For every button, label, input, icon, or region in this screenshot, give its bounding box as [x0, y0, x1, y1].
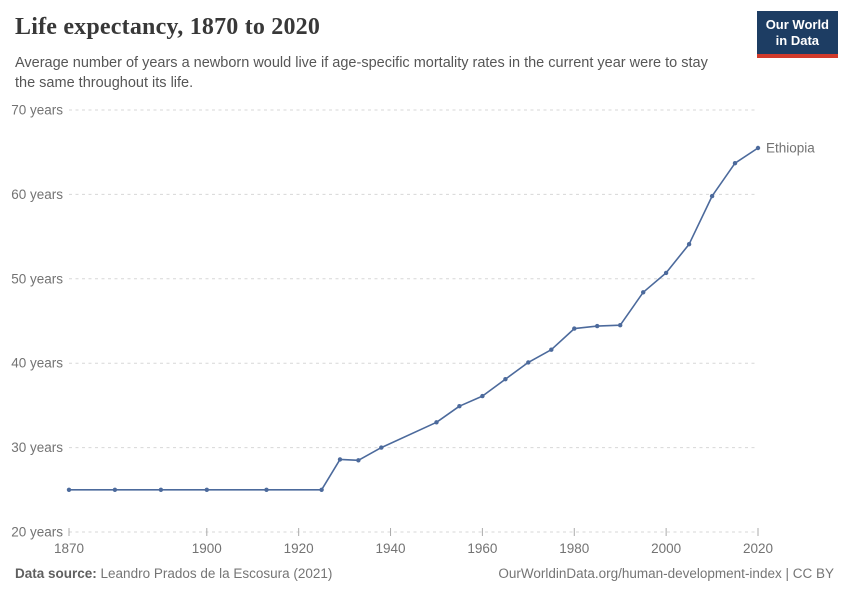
data-point	[356, 458, 361, 463]
chart-subtitle: Average number of years a newborn would …	[15, 53, 708, 93]
y-axis-tick-label: 70 years	[11, 103, 63, 118]
data-point	[112, 487, 118, 492]
owid-logo[interactable]: Our World in Data	[756, 11, 838, 58]
chart-footer: Data source: Leandro Prados de la Escosu…	[15, 566, 834, 581]
data-point	[618, 323, 623, 328]
rights-note: OurWorldinData.org/human-development-ind…	[498, 566, 834, 581]
data-point	[204, 487, 209, 492]
data-source-note: Data source: Leandro Prados de la Escosu…	[15, 566, 332, 581]
chart-subtitle-line1: Average number of years a newborn would …	[15, 55, 708, 71]
y-axis-tick-label: 50 years	[11, 271, 63, 286]
x-axis-tick-label: 2020	[743, 541, 773, 556]
x-axis-tick-label: 1980	[559, 541, 589, 556]
y-axis-tick-label: 40 years	[11, 356, 63, 371]
y-axis-tick-label: 20 years	[11, 525, 63, 540]
x-axis-tick-label: 1900	[192, 541, 222, 556]
x-axis-tick-label: 1940	[376, 541, 406, 556]
y-axis-tick-label: 30 years	[11, 440, 63, 455]
data-point	[549, 347, 554, 352]
data-point	[709, 193, 715, 199]
data-point	[434, 420, 439, 425]
data-point	[319, 487, 324, 492]
data-point	[264, 487, 269, 492]
data-point	[595, 323, 600, 329]
data-point	[457, 404, 462, 409]
y-axis-tick-label: 60 years	[11, 187, 63, 202]
data-source-text: Leandro Prados de la Escosura (2021)	[96, 566, 333, 581]
data-point	[503, 377, 508, 382]
data-point	[379, 445, 384, 450]
data-point	[641, 290, 646, 295]
data-point	[755, 145, 761, 151]
data-source-label: Data source:	[15, 566, 97, 581]
data-point	[732, 161, 738, 166]
owid-url-link[interactable]: OurWorldinData.org/human-development-ind…	[498, 566, 782, 581]
data-point	[158, 487, 164, 492]
data-point	[572, 326, 577, 331]
x-axis-tick-label: 2000	[651, 541, 681, 556]
owid-logo-line2: in Data	[775, 33, 820, 48]
data-point	[66, 487, 72, 492]
entity-label[interactable]: Ethiopia	[766, 140, 815, 155]
x-axis-tick-label: 1870	[54, 541, 84, 556]
license-text: | CC BY	[781, 566, 834, 581]
data-point	[686, 242, 692, 247]
chart-title: Life expectancy, 1870 to 2020	[15, 14, 321, 40]
x-axis-tick-label: 1920	[284, 541, 314, 556]
x-axis-tick-label: 1960	[467, 541, 497, 556]
data-point	[337, 457, 343, 462]
data-point	[663, 270, 669, 276]
data-point	[526, 360, 531, 365]
owid-logo-line1: Our World	[765, 17, 829, 32]
series-line	[68, 147, 759, 491]
data-point	[480, 393, 485, 399]
chart-subtitle-line2: the same throughout its life.	[15, 75, 194, 91]
